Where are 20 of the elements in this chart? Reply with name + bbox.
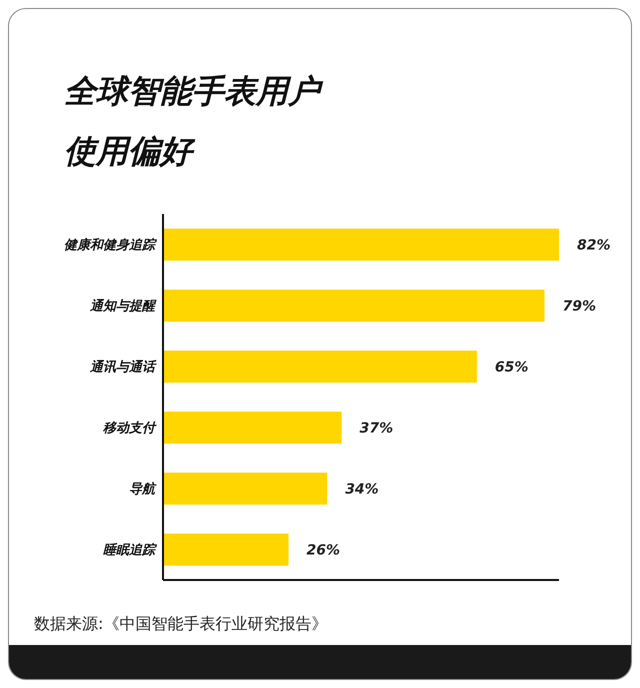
data-label: 26% (306, 542, 340, 559)
bar (163, 412, 342, 444)
bar (163, 534, 289, 566)
y-tick-label: 导航 (129, 481, 157, 498)
chart-title: 全球智能手表用户使用偏好 (64, 71, 324, 172)
y-tick-label: 通讯与通话 (89, 359, 157, 376)
y-tick-label: 健康和健身追踪 (64, 237, 158, 254)
source-note: 数据来源:《中国智能手表行业研究报告》 (34, 613, 328, 635)
data-label: 34% (345, 482, 379, 498)
bar (163, 350, 477, 383)
bar (163, 290, 545, 322)
data-label: 79% (562, 298, 596, 315)
data-label: 37% (360, 420, 394, 437)
data-label: 65% (494, 360, 528, 376)
y-tick-label: 移动支付 (102, 421, 157, 436)
y-tick-label: 睡眠追踪 (103, 542, 158, 558)
bar (163, 228, 559, 261)
data-label: 82% (577, 238, 611, 254)
y-tick-label: 通知与提醒 (89, 298, 157, 314)
bar (163, 472, 328, 505)
